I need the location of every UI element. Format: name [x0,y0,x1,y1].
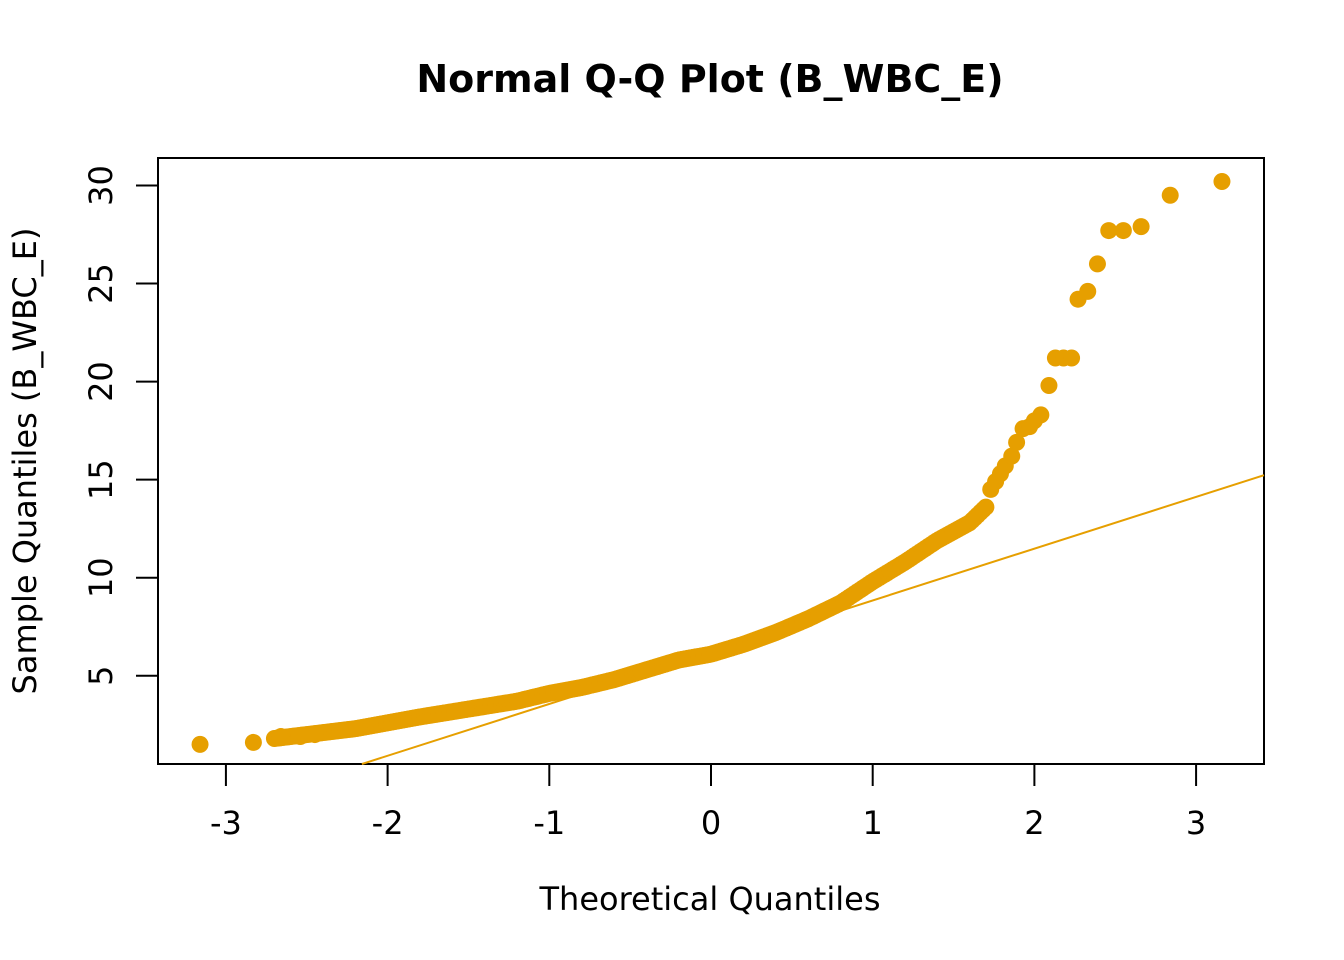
chart-title: Normal Q-Q Plot (B_WBC_E) [416,57,1003,101]
data-points [191,173,1231,753]
y-tick-label: 5 [82,666,120,686]
plot-area-box [157,157,1265,765]
data-point [1088,255,1106,273]
data-point [1003,447,1021,465]
x-tick-label: 3 [1186,804,1206,842]
data-point [1132,218,1150,236]
x-tick-label: -2 [372,804,404,842]
y-tick-label: 10 [82,557,120,598]
data-point [977,498,995,516]
data-point [306,726,324,744]
y-tick-label: 20 [82,361,120,402]
data-point [1079,282,1097,300]
x-tick-label: 1 [863,804,883,842]
data-point [1100,222,1118,240]
x-axis: -3 -2 -1 0 1 2 3 [210,763,1206,842]
y-axis-label: Sample Quantiles (B_WBC_E) [6,228,44,695]
data-point [291,728,309,746]
data-point [1063,349,1081,367]
data-point [1114,222,1132,240]
data-point [244,733,262,751]
data-point [1032,406,1050,424]
y-tick-label: 30 [82,165,120,206]
data-point [272,728,290,746]
data-point [1040,376,1058,394]
x-tick-label: -1 [533,804,565,842]
y-tick-label: 25 [82,263,120,304]
x-axis-label: Theoretical Quantiles [539,880,881,918]
data-point [1213,173,1231,191]
data-point [1161,186,1179,204]
x-tick-label: 0 [701,804,721,842]
y-axis: 5 10 15 20 25 30 [82,165,159,686]
data-point [1008,433,1026,451]
x-tick-label: -3 [210,804,242,842]
data-point [191,735,209,753]
x-tick-label: 2 [1024,804,1044,842]
y-tick-label: 15 [82,459,120,500]
